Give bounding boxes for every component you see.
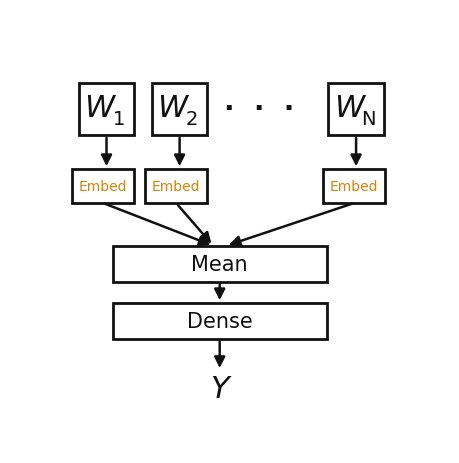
Text: Embed: Embed: [151, 180, 200, 194]
Text: Y: Y: [210, 375, 229, 403]
FancyBboxPatch shape: [112, 303, 326, 339]
Text: Embed: Embed: [329, 180, 378, 194]
Text: Embed: Embed: [78, 180, 127, 194]
Text: Dense: Dense: [186, 311, 252, 331]
FancyBboxPatch shape: [151, 84, 207, 136]
FancyBboxPatch shape: [112, 246, 326, 282]
Text: ·  ·  ·: · · ·: [223, 94, 293, 122]
FancyBboxPatch shape: [322, 169, 385, 204]
Text: N: N: [360, 109, 375, 128]
Text: 2: 2: [185, 109, 198, 128]
Text: W: W: [157, 94, 187, 123]
Text: 1: 1: [112, 109, 125, 128]
FancyBboxPatch shape: [145, 169, 207, 204]
FancyBboxPatch shape: [72, 169, 134, 204]
Text: W: W: [333, 94, 363, 123]
FancyBboxPatch shape: [328, 84, 383, 136]
Text: Mean: Mean: [191, 254, 247, 274]
Text: W: W: [84, 94, 114, 123]
FancyBboxPatch shape: [79, 84, 134, 136]
